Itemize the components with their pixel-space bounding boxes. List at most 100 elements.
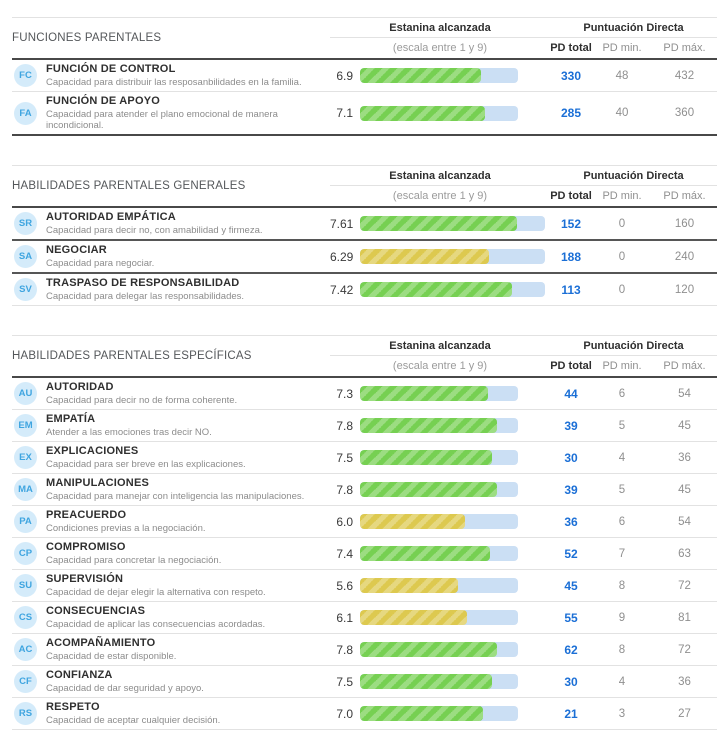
table-row: CP COMPROMISO Capacidad para concretar l… [12,537,717,569]
column-headers: Estanina alcanzada Puntuación Directa (e… [330,18,717,58]
pd-total-value: 30 [564,450,578,465]
code-badge: MA [14,478,37,501]
pd-min-value: 9 [618,611,626,624]
pd-total-value: 62 [564,642,578,657]
pd-min-value: 5 [618,483,626,496]
row-description: Capacidad para delegar las responsabilid… [46,291,245,302]
pd-max-value: 54 [678,515,691,528]
table-row: PA PREACUERDO Condiciones previas a la n… [12,505,717,537]
code-badge: EM [14,414,37,437]
code-badge: EX [14,446,37,469]
row-title: FUNCIÓN DE CONTROL [46,63,176,75]
stanine-bar-track [360,706,518,721]
row-title: AUTORIDAD EMPÁTICA [46,211,176,223]
stanine-bar-track [360,450,518,465]
stanine-value: 6.1 [336,610,353,625]
pd-total-value: 52 [564,546,578,561]
table-row: SA NEGOCIAR Capacidad para negociar. 6.2… [12,239,717,272]
section-header: HABILIDADES PARENTALES ESPECÍFICAS Estan… [12,335,717,378]
table-row: RS RESPETO Capacidad de aceptar cualquie… [12,697,717,729]
section-title: HABILIDADES PARENTALES GENERALES [12,180,246,192]
pd-min-value: 4 [618,451,626,464]
section-header: HABILIDADES PARENTALES GENERALES Estanin… [12,165,717,208]
pd-total-value: 188 [560,249,582,264]
row-title: NEGOCIAR [46,244,107,256]
stanine-value: 6.9 [336,68,353,83]
col-header-pd-total: PD total [550,42,592,54]
row-description: Capacidad para atender el plano emociona… [46,109,278,131]
code-badge: FC [14,64,37,87]
table-row: CF CONFIANZA Capacidad de dar seguridad … [12,665,717,697]
pd-max-value: 160 [674,217,695,230]
pd-total-value: 30 [564,674,578,689]
stanine-bar [360,450,492,465]
pd-min-value: 3 [618,707,626,720]
col-header-pd-total: PD total [550,190,592,202]
pd-max-value: 54 [678,387,691,400]
code-badge: AC [14,638,37,661]
row-description: Capacidad para concretar la negociación. [46,555,222,566]
code-badge: CF [14,670,37,693]
pd-total-value: 44 [564,386,578,401]
row-title: EMPATÍA [46,413,96,425]
pd-total-value: 285 [560,106,582,120]
pd-min-value: 0 [618,250,626,263]
stanine-bar [360,282,513,297]
code-badge: SA [14,245,37,268]
column-headers: Estanina alcanzada Puntuación Directa (e… [330,166,717,206]
pd-total-value: 36 [564,514,578,529]
table-row: MA MANIPULACIONES Capacidad para manejar… [12,473,717,505]
row-description: Capacidad de estar disponible. [46,651,177,662]
section-header: FUNCIONES PARENTALES Estanina alcanzada … [12,17,717,60]
pd-total-value: 39 [564,418,578,433]
row-title: COMPROMISO [46,541,126,553]
stanine-bar-track [360,482,518,497]
pd-max-value: 360 [674,107,695,119]
col-header-pd-min: PD min. [602,360,642,372]
pd-max-value: 240 [674,250,695,263]
stanine-bar-track [360,578,518,593]
stanine-bar-track [360,249,545,264]
stanine-value: 7.5 [336,674,353,689]
row-title: AUTORIDAD [46,381,114,393]
stanine-bar [360,546,490,561]
stanine-value: 7.8 [336,642,353,657]
pd-total-value: 55 [564,610,578,625]
row-description: Capacidad de dar seguridad y apoyo. [46,683,204,694]
stanine-bar-track [360,610,518,625]
pd-max-value: 120 [674,283,695,296]
section-funciones-parentales: FUNCIONES PARENTALES Estanina alcanzada … [12,17,717,136]
col-header-estanina: Estanina alcanzada [389,339,491,352]
row-title: EXPLICACIONES [46,445,139,457]
section-habilidades-especificas: HABILIDADES PARENTALES ESPECÍFICAS Estan… [12,335,717,730]
stanine-value: 7.8 [336,482,353,497]
code-badge: SV [14,278,37,301]
stanine-value: 7.4 [336,546,353,561]
pd-min-value: 0 [618,217,626,230]
code-badge: PA [14,510,37,533]
row-title: PREACUERDO [46,509,127,521]
section-title: HABILIDADES PARENTALES ESPECÍFICAS [12,350,252,362]
pd-max-value: 81 [678,611,691,624]
stanine-value: 6.29 [330,249,354,264]
pd-max-value: 432 [674,69,695,82]
pd-total-value: 45 [564,578,578,593]
stanine-value: 7.3 [336,386,353,401]
stanine-value: 7.0 [336,706,353,721]
pd-total-value: 330 [560,68,582,83]
row-title: TRASPASO DE RESPONSABILIDAD [46,277,240,289]
stanine-bar-track [360,105,518,121]
code-badge: CS [14,606,37,629]
stanine-bar-track [360,674,518,689]
pd-total-value: 21 [564,706,578,721]
stanine-bar [360,610,468,625]
row-title: ACOMPAÑAMIENTO [46,637,156,649]
row-description: Capacidad para decir no, con amabilidad … [46,225,263,236]
row-title: MANIPULACIONES [46,477,150,489]
table-row: FA FUNCIÓN DE APOYO Capacidad para atend… [12,91,717,134]
stanine-bar [360,642,497,657]
stanine-bar-track [360,386,518,401]
pd-min-value: 4 [618,675,626,688]
row-title: SUPERVISIÓN [46,573,124,585]
stanine-bar-track [360,514,518,529]
